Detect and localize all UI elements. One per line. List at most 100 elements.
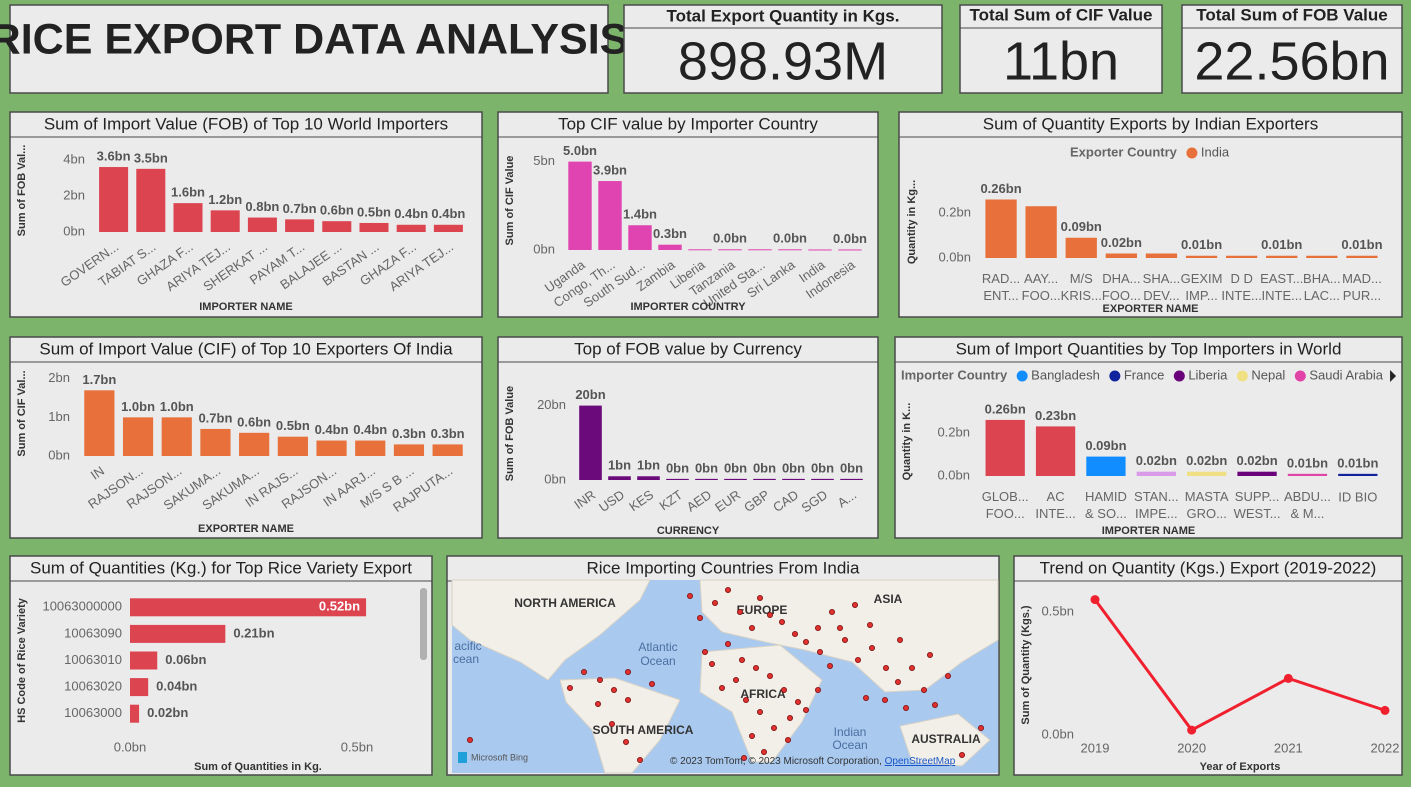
map-dot [817,649,824,656]
map-dot [978,725,985,732]
bar [247,217,277,232]
map-dot [787,715,794,722]
chart-panel [1013,555,1403,776]
y-tick-label: 5bn [533,153,555,168]
data-label: 0bn [753,460,776,475]
x-axis-title: IMPORTER NAME [1102,525,1196,537]
panel-title: Rice Importing Countries From India [586,558,860,577]
bar [695,478,718,480]
data-label: 0.02bn [147,705,188,720]
data-label: 5.0bn [563,143,597,158]
land [699,644,823,763]
kpi-value: 22.56bn [1194,31,1389,91]
panel-title: Top CIF value by Importer Country [558,114,818,133]
data-label: 0.06bn [165,652,206,667]
data-label: 0.02bn [1101,235,1142,250]
y-axis-title: Sum of CIF Val... [16,370,28,456]
map-dot [882,697,889,704]
map-label: SOUTH AMERICA [593,723,694,737]
map-dot [959,752,966,759]
panel-title: Sum of Import Value (FOB) of Top 10 Worl… [44,114,448,133]
point [1283,673,1293,683]
map-dot [779,619,786,626]
map-dot [753,665,760,672]
bar [393,444,425,456]
data-label: 0.52bn [319,599,360,614]
land [451,579,651,681]
legend-swatch [1294,370,1306,382]
kpi-cards: Total Export Quantity in Kgs. 898.93M To… [623,4,1403,94]
attribution-link[interactable]: OpenStreetMap [885,756,956,767]
data-label: 1.0bn [121,399,155,414]
legend-label: Nepal [1251,367,1285,382]
data-label: 0.0bn [773,231,807,246]
map-dot [611,687,618,694]
legend-label: India [1201,144,1230,159]
bar [637,476,660,480]
data-label: 0.02bn [1136,453,1177,468]
map-dot [855,657,862,664]
x-tick-label: GLOB... FOO... [982,489,1029,521]
map-dot [749,733,756,740]
data-label: 0bn [782,460,805,475]
map-dot [625,697,632,704]
map-dot [757,709,764,716]
map-dot [712,600,719,607]
kpi-card [623,4,943,94]
data-label: 0bn [724,460,747,475]
scrollbar [420,588,427,660]
x-tick-label: 2019 [1081,740,1110,755]
chart-panel [497,336,879,539]
x-axis-title: EXPORTER NAME [1103,303,1199,315]
bar [1187,471,1227,476]
bar [316,440,347,456]
data-label: 0.3bn [431,426,465,441]
map-dot [741,755,748,762]
bar [1105,253,1137,258]
map: NORTH AMERICA EUROPEASIAAtlanticOceanAFRI… [451,579,999,774]
data-label: 0.4bn [315,422,349,437]
map-dot [903,705,910,712]
x-tick-label: ID BIO [1338,489,1377,504]
bar [1287,473,1328,476]
bar [688,249,712,251]
legend-title: Exporter Country [1070,144,1178,159]
data-label: 0.4bn [431,206,465,221]
bar [1065,237,1097,258]
data-label: 0bn [666,460,689,475]
panel-title: Trend on Quantity (Kgs.) Export (2019-20… [1040,558,1377,577]
y-tick-label: 10063020 [64,679,122,694]
chart-panel [894,336,1403,539]
legend-swatch [1109,370,1121,382]
y-axis-title: Quantity in Kg... [906,180,918,264]
bar [130,678,149,697]
bar [239,432,270,456]
trend-line [1093,598,1386,733]
map-dot [771,725,778,732]
land [899,713,991,767]
x-axis-title: IMPORTER NAME [199,301,293,313]
chart-panel [9,555,433,776]
map-label: NORTH AMERICA [514,596,616,610]
legend-label: France [1124,367,1164,382]
map-label: AFRICA [740,687,786,701]
y-tick-label: 1bn [48,409,70,424]
bar [658,244,682,250]
x-axis-title: Sum of Quantities in Kg. [194,761,322,773]
data-label: 0.5bn [357,204,391,219]
bar [285,219,315,232]
data-label: 3.6bn [97,148,131,163]
bar [136,168,166,232]
data-label: 0.6bn [320,203,354,218]
bar [1338,473,1378,476]
bar [210,210,240,232]
bar [130,624,226,643]
x-tick-label: ABDU... & M... [1284,489,1331,521]
dashboard-title: RICE EXPORT DATA ANALYSIS [0,15,628,63]
bar [628,225,652,250]
bar [579,405,602,480]
bar [608,476,631,480]
map-dot [792,631,799,638]
y-tick-label: 0bn [48,447,70,462]
map-dot [595,701,602,708]
